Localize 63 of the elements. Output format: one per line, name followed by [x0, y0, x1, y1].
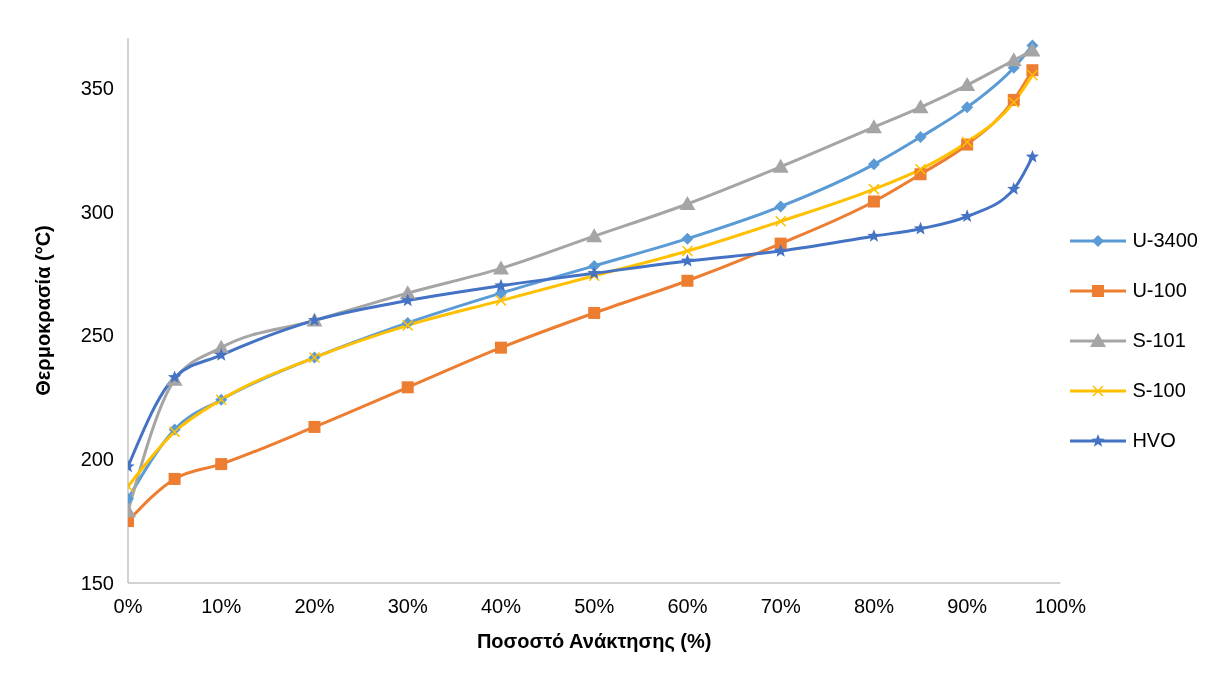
x-tick-label: 30% [387, 595, 428, 618]
point [214, 348, 228, 361]
point [681, 245, 694, 257]
x-tick-label: 100% [1034, 595, 1087, 618]
point [868, 183, 880, 195]
point [1025, 149, 1040, 163]
point [401, 381, 414, 394]
point [774, 244, 788, 257]
x-tick-label: 80% [853, 595, 895, 618]
x-tick-label: 60% [667, 595, 708, 618]
y-tick-label: 200 [80, 448, 114, 471]
point [865, 119, 882, 134]
legend-label: HVO [1132, 429, 1176, 452]
point [867, 158, 880, 171]
y-tick-label: 300 [80, 200, 114, 223]
point [912, 99, 929, 114]
point [1024, 42, 1041, 57]
point [215, 458, 228, 471]
x-tick-label: 50% [574, 595, 615, 618]
point [914, 131, 927, 144]
point [867, 195, 880, 208]
point [494, 341, 507, 354]
x-tick-label: 40% [480, 595, 522, 618]
legend-label: U-3400 [1132, 229, 1198, 252]
point [681, 274, 694, 287]
x-tick-label: 0% [113, 595, 143, 618]
x-tick-label: 90% [947, 595, 988, 618]
point [961, 101, 974, 114]
legend-label: S-100 [1132, 379, 1186, 402]
x-axis-title: Ποσοστό Ανάκτησης (%) [476, 630, 712, 652]
point [774, 215, 787, 228]
point [586, 228, 603, 243]
point [1026, 69, 1039, 81]
y-tick-label: 350 [80, 76, 114, 99]
point [959, 77, 976, 92]
x-tick-label: 10% [201, 595, 242, 618]
point [588, 270, 600, 282]
y-axis-title: Θερμοκρασία (°C) [32, 225, 55, 396]
x-tick-label: 70% [760, 595, 801, 618]
point [401, 293, 415, 307]
point [587, 266, 601, 279]
point [681, 232, 694, 245]
point [960, 209, 974, 223]
legend-label: U-100 [1132, 279, 1187, 302]
point [680, 253, 695, 267]
point [308, 420, 321, 433]
point [1007, 182, 1021, 195]
point [772, 158, 789, 173]
point [492, 260, 509, 275]
y-tick-label: 250 [80, 324, 114, 347]
point [867, 229, 881, 242]
point [913, 221, 928, 235]
point [168, 472, 181, 485]
legend-label: S-101 [1132, 329, 1186, 352]
point [679, 195, 696, 210]
x-tick-label: 20% [294, 595, 335, 618]
point [588, 306, 601, 319]
y-tick-label: 150 [80, 572, 114, 595]
point [495, 294, 507, 307]
point [914, 163, 927, 176]
point [1005, 52, 1022, 67]
point [494, 278, 508, 292]
point [774, 200, 787, 213]
